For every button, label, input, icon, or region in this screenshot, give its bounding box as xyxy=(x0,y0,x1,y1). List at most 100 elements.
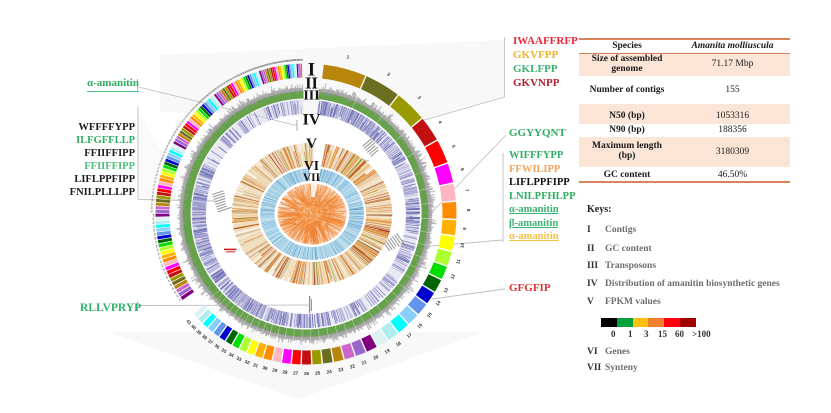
svg-text:94: 94 xyxy=(182,117,186,121)
svg-text:82: 82 xyxy=(163,150,167,154)
svg-text:31: 31 xyxy=(252,362,259,368)
svg-text:9: 9 xyxy=(462,227,467,230)
svg-text:26: 26 xyxy=(304,371,310,376)
svg-text:100: 100 xyxy=(194,103,199,108)
svg-text:109: 109 xyxy=(212,87,218,92)
svg-text:66: 66 xyxy=(151,206,154,209)
svg-text:10: 10 xyxy=(459,242,465,248)
svg-text:46: 46 xyxy=(169,283,173,287)
svg-text:98: 98 xyxy=(190,108,194,112)
svg-text:148: 148 xyxy=(289,59,294,62)
svg-text:19: 19 xyxy=(384,348,391,355)
svg-text:21: 21 xyxy=(361,359,368,366)
svg-text:130: 130 xyxy=(256,65,261,69)
svg-text:58: 58 xyxy=(153,237,156,241)
svg-text:43: 43 xyxy=(175,294,179,298)
svg-text:86: 86 xyxy=(169,138,173,142)
svg-text:25: 25 xyxy=(315,370,321,375)
svg-text:118: 118 xyxy=(231,75,236,80)
svg-text:152: 152 xyxy=(295,59,300,62)
svg-text:150: 150 xyxy=(292,59,297,62)
svg-text:121: 121 xyxy=(238,72,243,77)
svg-text:45: 45 xyxy=(171,287,175,291)
svg-text:129: 129 xyxy=(254,66,259,70)
svg-text:30: 30 xyxy=(262,365,269,371)
svg-text:22: 22 xyxy=(349,363,356,369)
svg-text:99: 99 xyxy=(192,106,196,110)
svg-text:VII: VII xyxy=(303,172,321,184)
svg-text:67: 67 xyxy=(151,202,154,206)
svg-text:62: 62 xyxy=(152,221,155,224)
svg-text:114: 114 xyxy=(223,80,228,85)
svg-text:91: 91 xyxy=(177,124,181,128)
svg-text:42: 42 xyxy=(177,298,181,302)
svg-text:V: V xyxy=(306,136,317,152)
svg-text:141: 141 xyxy=(277,60,282,64)
svg-text:126: 126 xyxy=(248,68,253,72)
svg-text:52: 52 xyxy=(159,260,163,264)
svg-text:144: 144 xyxy=(282,60,287,64)
svg-text:38: 38 xyxy=(201,334,208,341)
svg-text:146: 146 xyxy=(285,59,290,63)
svg-text:154: 154 xyxy=(298,59,303,62)
svg-text:44: 44 xyxy=(173,291,177,295)
svg-text:104: 104 xyxy=(202,96,207,101)
svg-text:115: 115 xyxy=(225,79,230,84)
svg-text:96: 96 xyxy=(186,112,190,116)
svg-text:33: 33 xyxy=(236,355,243,362)
svg-text:65: 65 xyxy=(150,209,153,212)
svg-text:II: II xyxy=(305,73,318,92)
svg-text:103: 103 xyxy=(200,97,205,102)
svg-text:133: 133 xyxy=(262,64,267,68)
svg-text:56: 56 xyxy=(155,245,159,249)
svg-text:5: 5 xyxy=(451,144,457,149)
svg-text:34: 34 xyxy=(228,351,235,358)
svg-text:53: 53 xyxy=(158,256,162,260)
svg-text:75: 75 xyxy=(155,173,159,177)
svg-text:8: 8 xyxy=(466,209,471,212)
svg-text:11: 11 xyxy=(455,258,461,265)
svg-text:2: 2 xyxy=(386,71,391,77)
svg-text:106: 106 xyxy=(206,92,212,97)
svg-text:36: 36 xyxy=(214,343,221,350)
svg-text:92: 92 xyxy=(179,122,183,126)
svg-text:125: 125 xyxy=(246,69,251,74)
svg-text:81: 81 xyxy=(162,153,166,157)
svg-text:132: 132 xyxy=(260,64,265,68)
svg-text:15: 15 xyxy=(426,311,433,318)
svg-text:17: 17 xyxy=(406,332,413,339)
svg-text:35: 35 xyxy=(220,347,227,354)
svg-text:24: 24 xyxy=(326,369,332,375)
svg-text:64: 64 xyxy=(152,214,155,217)
svg-text:55: 55 xyxy=(156,248,160,252)
svg-text:138: 138 xyxy=(271,61,276,65)
svg-text:70: 70 xyxy=(152,191,155,195)
svg-text:149: 149 xyxy=(290,59,295,62)
svg-text:102: 102 xyxy=(198,99,203,104)
svg-text:140: 140 xyxy=(275,61,280,65)
svg-text:143: 143 xyxy=(280,60,285,64)
svg-text:29: 29 xyxy=(272,367,278,373)
svg-text:50: 50 xyxy=(162,268,166,272)
svg-text:142: 142 xyxy=(279,60,284,64)
svg-text:155: 155 xyxy=(299,59,304,62)
svg-text:131: 131 xyxy=(258,65,263,69)
svg-text:87: 87 xyxy=(170,135,174,139)
svg-text:97: 97 xyxy=(188,110,192,114)
svg-text:128: 128 xyxy=(252,67,257,71)
svg-text:84: 84 xyxy=(166,144,170,148)
svg-text:139: 139 xyxy=(273,61,278,65)
svg-text:20: 20 xyxy=(372,354,379,361)
svg-text:80: 80 xyxy=(160,156,164,160)
svg-text:3: 3 xyxy=(417,95,423,101)
svg-text:123: 123 xyxy=(242,70,247,75)
svg-text:27: 27 xyxy=(293,371,299,376)
svg-text:120: 120 xyxy=(236,73,242,78)
svg-text:47: 47 xyxy=(167,279,171,283)
svg-text:79: 79 xyxy=(159,159,163,163)
svg-text:88: 88 xyxy=(172,132,176,136)
svg-text:41: 41 xyxy=(185,319,192,326)
svg-text:127: 127 xyxy=(250,67,255,71)
svg-text:108: 108 xyxy=(210,89,216,94)
svg-text:VI: VI xyxy=(304,158,319,173)
